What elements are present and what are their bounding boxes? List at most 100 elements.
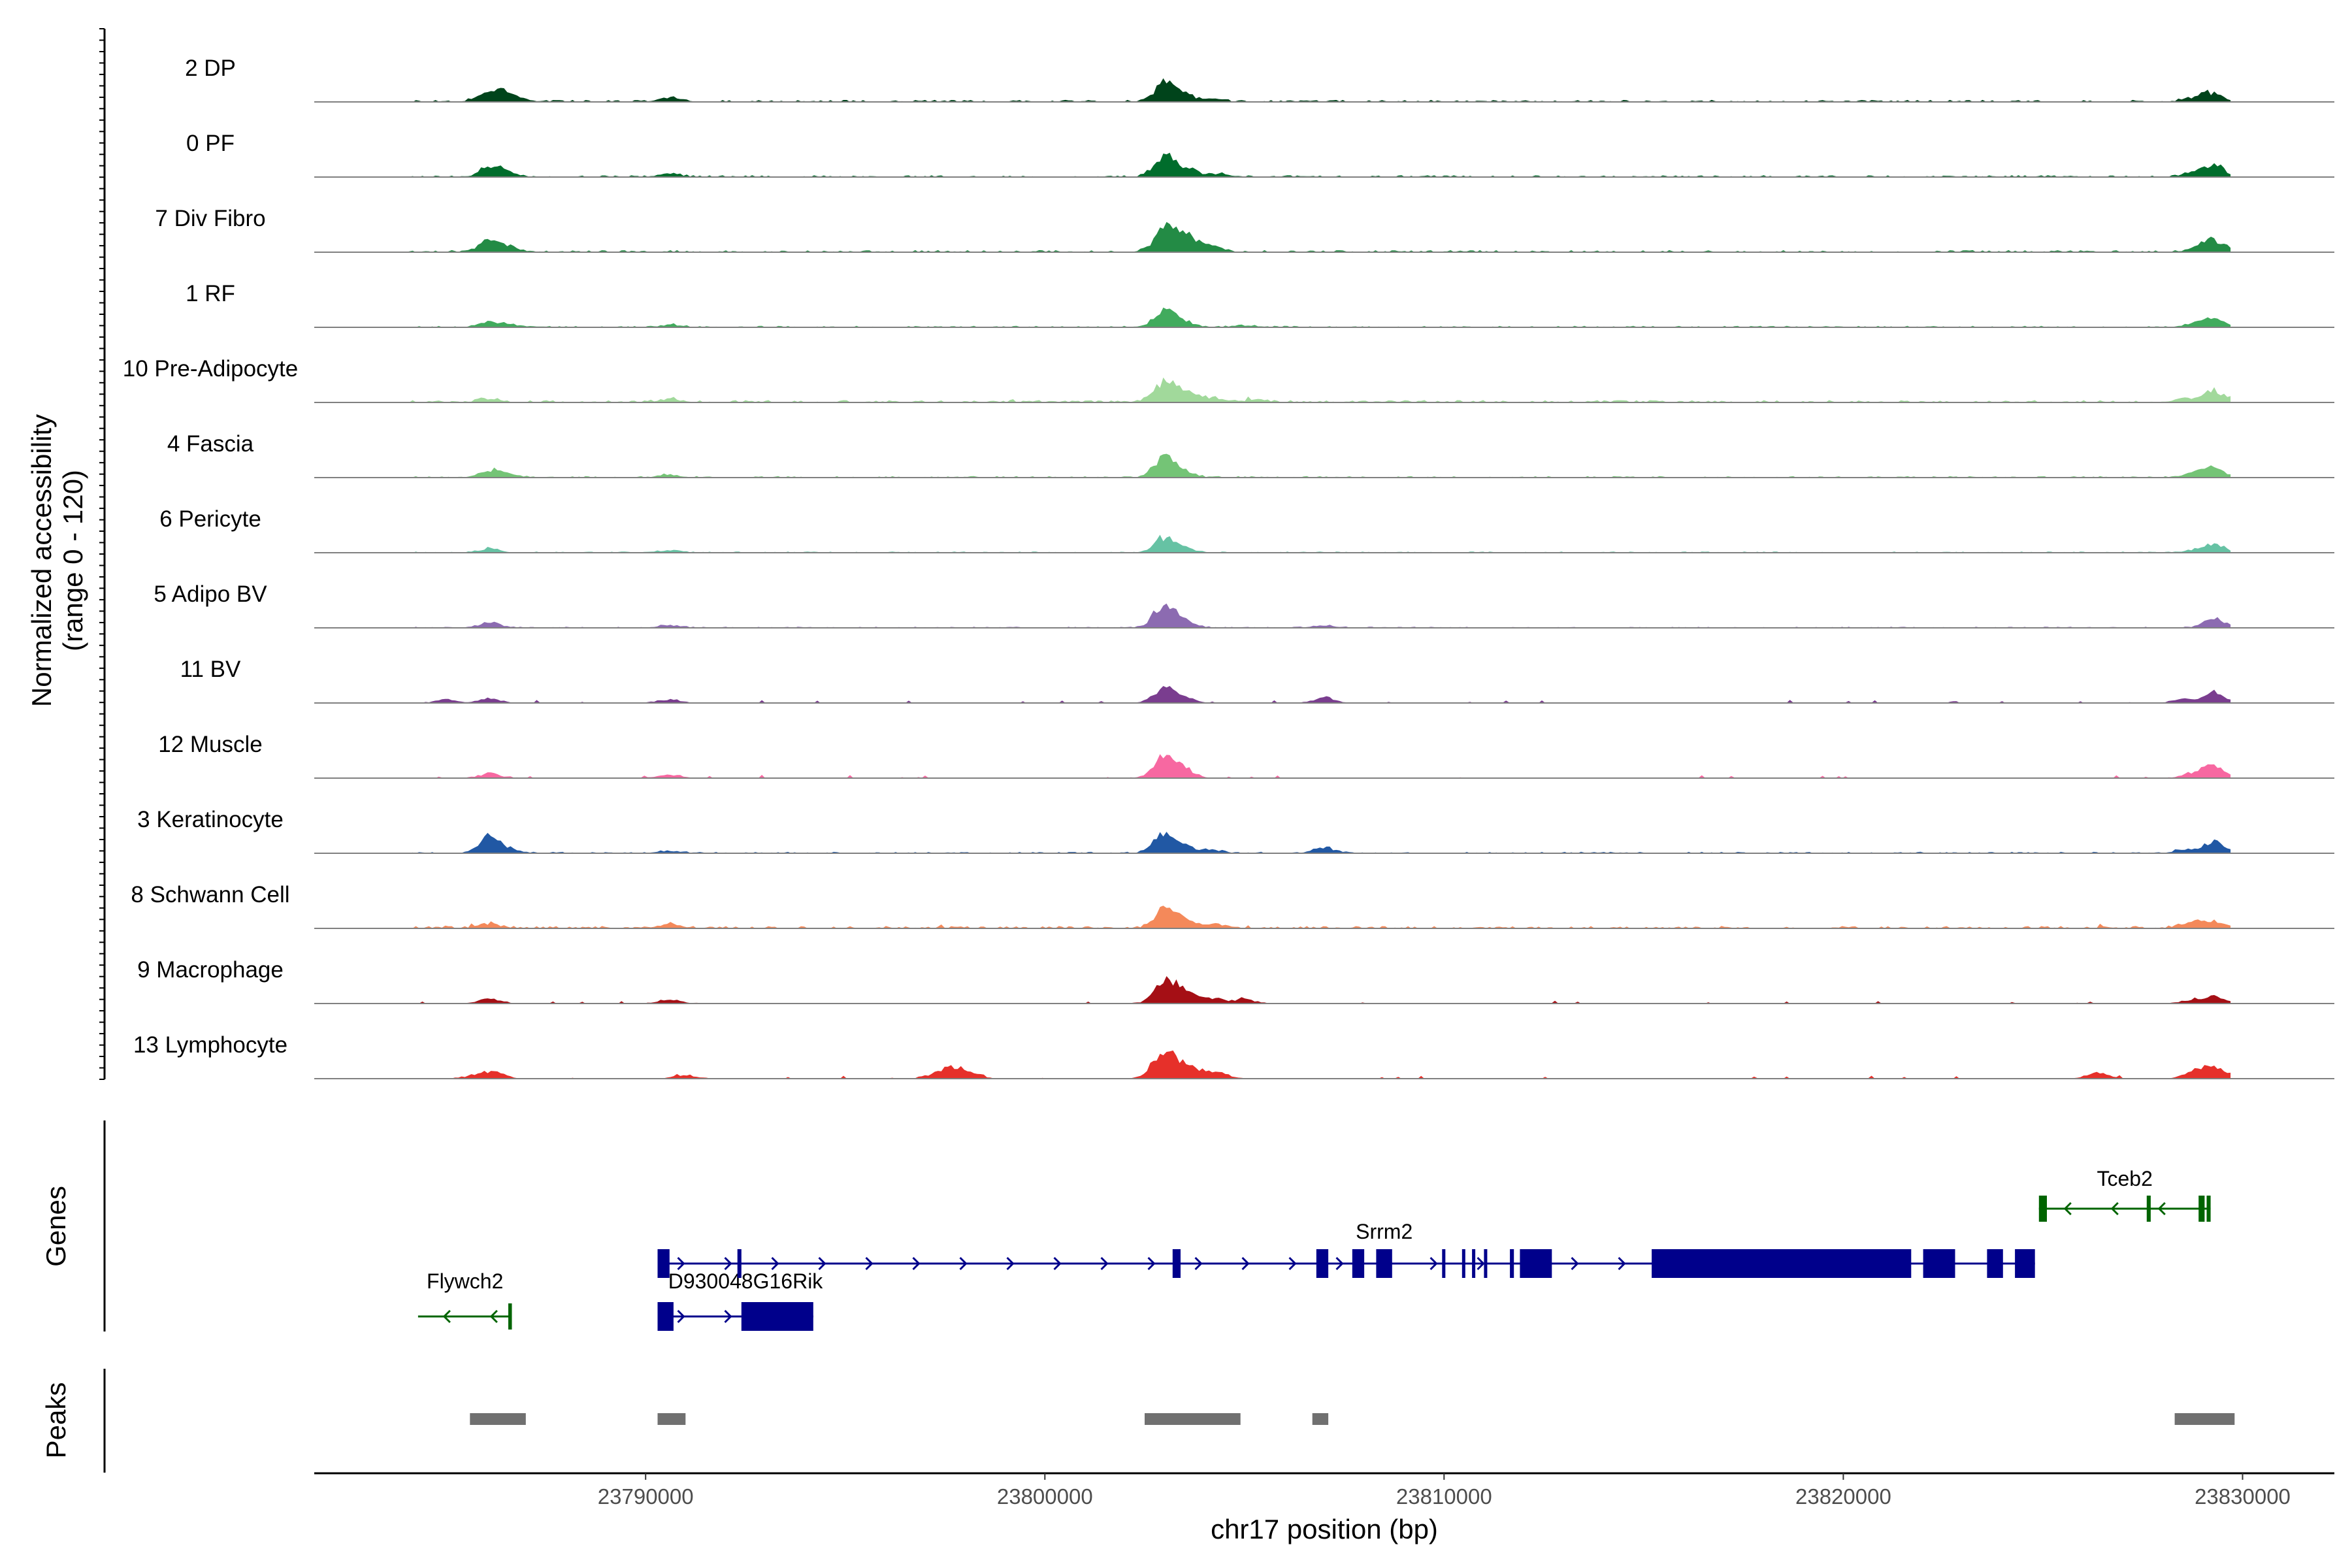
gene-exon xyxy=(1510,1249,1514,1278)
strand-arrow xyxy=(771,1256,779,1271)
track-label: 6 Pericyte xyxy=(159,506,261,532)
strand-arrow xyxy=(1618,1256,1626,1271)
gene-label: Srrm2 xyxy=(1356,1220,1413,1243)
track-label: 13 Lymphocyte xyxy=(133,1032,287,1058)
coverage-area xyxy=(406,906,2231,928)
gene-exon xyxy=(1376,1249,1392,1278)
track-label: 7 Div Fibro xyxy=(155,206,265,231)
track-label: 9 Macrophage xyxy=(137,957,284,983)
strand-arrow xyxy=(2063,1201,2072,1216)
gene-annotation-panel: Flywch2 D930048G16Rik Srrm2 Tceb2 xyxy=(417,1167,2211,1331)
coverage-area xyxy=(406,152,2231,177)
x-tick-label: 23820000 xyxy=(1795,1484,1891,1509)
coverage-y-ticks xyxy=(99,28,105,1080)
track-label: 10 Pre-Adipocyte xyxy=(123,356,298,382)
gene-exon xyxy=(1472,1249,1476,1278)
strand-arrow xyxy=(1571,1256,1579,1271)
gene-D930048G16Rik: D930048G16Rik xyxy=(657,1269,824,1331)
track-5: 4 Fascia xyxy=(167,431,2334,478)
gene-exon xyxy=(508,1303,512,1330)
gene-exon xyxy=(1462,1249,1465,1278)
peak-region xyxy=(2174,1413,2235,1425)
track-label: 0 PF xyxy=(186,131,235,156)
strand-arrow xyxy=(677,1309,685,1324)
gene-exon xyxy=(2038,1196,2047,1222)
strand-arrow xyxy=(959,1256,968,1271)
track-label: 11 BV xyxy=(180,657,241,682)
strand-arrow xyxy=(1053,1256,1062,1271)
strand-arrow xyxy=(1194,1256,1203,1271)
peak-region xyxy=(470,1413,526,1425)
gene-exon xyxy=(2015,1249,2035,1278)
coverage-area xyxy=(406,832,2231,853)
coverage-area xyxy=(406,603,2231,628)
gene-Flywch2: Flywch2 xyxy=(417,1269,512,1330)
peak-region xyxy=(657,1413,686,1425)
gene-exon xyxy=(1316,1249,1329,1278)
coverage-area xyxy=(406,976,2231,1004)
gene-label: D930048G16Rik xyxy=(668,1269,824,1293)
peaks-axis-title: Peaks xyxy=(41,1382,71,1459)
gene-exon xyxy=(1923,1249,1955,1278)
gene-exon xyxy=(1987,1249,2003,1278)
strand-arrow xyxy=(442,1309,451,1324)
peak-region xyxy=(1145,1413,1241,1425)
track-4: 10 Pre-Adipocyte xyxy=(123,356,2334,403)
track-8: 11 BV xyxy=(180,657,2334,704)
strand-arrow xyxy=(677,1256,685,1271)
coverage-area xyxy=(406,221,2231,252)
track-label: 1 RF xyxy=(186,281,235,306)
gene-Srrm2: Srrm2 xyxy=(657,1220,2035,1278)
strand-arrow xyxy=(1429,1256,1438,1271)
gene-exon xyxy=(1172,1249,1181,1278)
gene-exon xyxy=(2146,1196,2151,1222)
gene-exon xyxy=(1652,1249,1912,1278)
track-label: 12 Muscle xyxy=(158,732,263,757)
strand-arrow xyxy=(1100,1256,1109,1271)
peak-region xyxy=(1312,1413,1329,1425)
x-tick-label: 23810000 xyxy=(1396,1484,1492,1509)
gene-label: Tceb2 xyxy=(2097,1167,2153,1190)
coverage-area xyxy=(406,1050,2231,1079)
track-label: 2 DP xyxy=(185,56,236,81)
strand-arrow xyxy=(865,1256,874,1271)
coverage-area xyxy=(406,453,2231,478)
gene-exon xyxy=(657,1302,674,1331)
strand-arrow xyxy=(1335,1256,1344,1271)
genes-axis-title: Genes xyxy=(41,1186,71,1267)
strand-arrow xyxy=(1241,1256,1250,1271)
track-9: 12 Muscle xyxy=(158,732,2334,779)
gene-exon xyxy=(2198,1196,2205,1222)
strand-arrow xyxy=(1006,1256,1015,1271)
track-12: 9 Macrophage xyxy=(137,957,2334,1004)
gene-exon xyxy=(1520,1249,1552,1278)
gene-exon xyxy=(2206,1196,2211,1222)
coverage-area xyxy=(406,754,2231,778)
track-6: 6 Pericyte xyxy=(159,506,2334,553)
strand-arrow xyxy=(1477,1256,1485,1271)
track-7: 5 Adipo BV xyxy=(154,581,2334,629)
coverage-area xyxy=(406,377,2231,402)
track-0: 2 DP xyxy=(185,56,2334,103)
x-tick-label: 23790000 xyxy=(598,1484,694,1509)
track-3: 1 RF xyxy=(186,281,2334,328)
track-1: 0 PF xyxy=(186,131,2334,178)
x-axis-title: chr17 position (bp) xyxy=(1211,1514,1438,1544)
coverage-area xyxy=(406,78,2231,102)
x-tick-label: 23800000 xyxy=(997,1484,1093,1509)
gene-label: Flywch2 xyxy=(427,1269,503,1293)
strand-arrow xyxy=(1147,1256,1156,1271)
gene-exon xyxy=(741,1302,813,1331)
track-13: 13 Lymphocyte xyxy=(133,1032,2334,1079)
x-axis-ticks: 23790000 23800000 23810000 23820000 23830000 xyxy=(598,1473,2291,1509)
coverage-area xyxy=(406,534,2231,553)
gene-Tceb2: Tceb2 xyxy=(2038,1167,2211,1222)
coverage-area xyxy=(406,307,2231,327)
strand-arrow xyxy=(724,1309,732,1324)
strand-arrow xyxy=(2110,1201,2119,1216)
track-label: 8 Schwann Cell xyxy=(131,882,289,907)
gene-exon xyxy=(657,1249,670,1278)
y-axis-title-line1: Normalized accessibility xyxy=(26,414,57,707)
gene-exon xyxy=(1352,1249,1365,1278)
